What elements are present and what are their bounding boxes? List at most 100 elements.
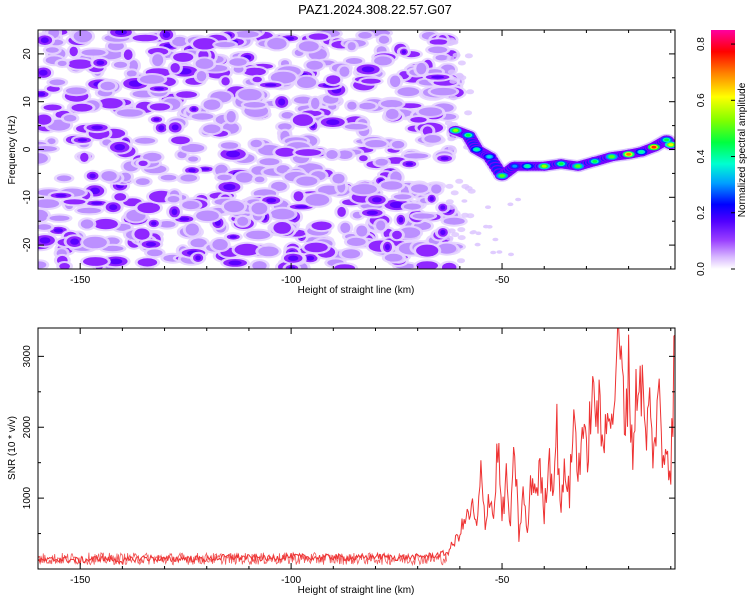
noise-blob — [359, 155, 368, 162]
noise-blob — [391, 140, 405, 149]
noise-blob — [38, 153, 48, 164]
y-tick-label: -10 — [22, 190, 33, 205]
noise-core — [306, 255, 315, 261]
noise-blob — [49, 79, 66, 86]
noise-core — [39, 237, 51, 244]
noise-fringe — [449, 95, 458, 101]
noise-blob — [416, 261, 438, 269]
noise-blob — [297, 76, 317, 88]
noise-blob — [170, 63, 180, 73]
noise-blob — [271, 181, 287, 191]
noise-fringe — [445, 235, 454, 241]
noise-blob — [358, 32, 372, 39]
noise-blob — [212, 239, 228, 251]
noise-core — [229, 235, 237, 239]
noise-blob — [80, 152, 89, 162]
noise-core — [195, 255, 201, 261]
snr-series-line — [38, 328, 675, 566]
snr-y-label: SNR (10 * v/v) — [7, 416, 18, 480]
noise-blob — [46, 85, 60, 92]
y-tick-label: 1000 — [22, 487, 33, 510]
noise-blob — [167, 196, 180, 203]
noise-blob — [429, 39, 448, 45]
noise-blob — [380, 100, 403, 108]
colorbar-tick-label: 0.0 — [696, 262, 707, 276]
noise-blob — [220, 142, 239, 149]
noise-fringe — [464, 53, 473, 59]
noise-blob — [188, 156, 199, 162]
noise-blob — [77, 207, 101, 214]
noise-core — [431, 75, 445, 79]
noise-blob — [270, 71, 296, 84]
signal-speckle — [461, 199, 468, 203]
noise-blob — [123, 49, 133, 60]
noise-blob — [147, 249, 163, 257]
noise-fringe — [445, 199, 454, 205]
snr-frame — [37, 327, 676, 570]
colorbar-label: Normalized spectral amplitude — [737, 82, 748, 217]
noise-core — [70, 238, 79, 245]
noise-core — [115, 30, 127, 36]
noise-blob — [384, 253, 403, 262]
noise-blob — [365, 140, 387, 148]
noise-blob — [152, 54, 164, 67]
noise-core — [171, 124, 179, 131]
noise-blob — [132, 34, 158, 42]
signal-speckle — [496, 250, 503, 254]
noise-blob — [172, 36, 188, 47]
noise-blob — [47, 138, 56, 145]
snr-x-label: Height of straight line (km) — [298, 585, 415, 596]
noise-blob — [193, 38, 217, 50]
signal-speckle — [475, 231, 482, 236]
noise-blob — [428, 46, 448, 54]
noise-blob — [403, 153, 429, 159]
noise-blob — [251, 202, 268, 215]
signal-core — [558, 162, 564, 166]
noise-blob — [203, 99, 221, 110]
noise-blob — [311, 221, 332, 231]
noise-fringe — [455, 72, 464, 78]
noise-blob — [308, 33, 329, 40]
noise-core — [366, 210, 378, 215]
noise-blob — [326, 150, 338, 159]
signal-core — [592, 160, 598, 163]
noise-blob — [57, 60, 67, 66]
noise-blob — [347, 42, 356, 51]
noise-blob — [390, 75, 401, 88]
noise-blob — [56, 175, 72, 182]
noise-blob — [43, 104, 62, 111]
noise-blob — [259, 158, 280, 166]
noise-blob — [134, 228, 150, 240]
noise-blob — [185, 223, 199, 236]
colorbar: 0.0 0.2 0.4 0.6 0.8 Normalized spectral ampl… — [696, 30, 748, 276]
colorbar-gradient — [711, 30, 735, 269]
noise-blob — [173, 52, 194, 62]
signal-core — [638, 150, 644, 154]
noise-core — [295, 205, 308, 209]
noise-blob — [332, 173, 345, 184]
snr-noise-texture — [38, 551, 447, 567]
noise-blob — [298, 41, 319, 52]
noise-fringe — [446, 40, 455, 46]
noise-blob — [278, 123, 292, 131]
noise-core — [145, 242, 157, 247]
noise-core — [109, 258, 123, 265]
noise-blob — [374, 56, 392, 66]
noise-core — [91, 201, 103, 205]
noise-blob — [38, 224, 52, 230]
noise-blob — [235, 172, 253, 183]
noise-blob — [203, 124, 221, 134]
noise-fringe — [461, 212, 470, 218]
noise-blob — [137, 258, 158, 267]
noise-blob — [126, 70, 137, 77]
noise-core — [372, 197, 382, 203]
noise-blob — [276, 165, 290, 174]
noise-blob — [416, 62, 427, 75]
noise-blob — [403, 203, 421, 210]
noise-blob — [254, 176, 265, 183]
signal-core — [541, 164, 547, 168]
noise-blob — [176, 91, 198, 98]
noise-blob — [101, 171, 117, 181]
noise-blob — [442, 262, 457, 269]
noise-core — [228, 260, 242, 266]
